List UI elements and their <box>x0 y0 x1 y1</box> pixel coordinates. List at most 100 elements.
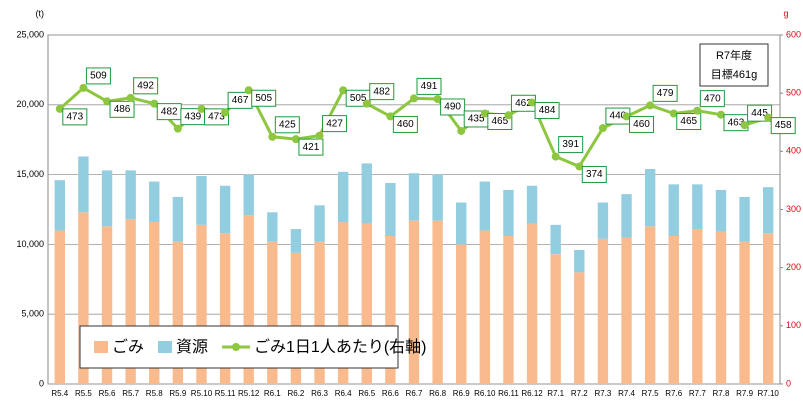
x-tick-label: R5.8 <box>146 389 163 398</box>
bar <box>503 189 514 237</box>
x-tick-label: R6.3 <box>311 389 328 398</box>
y2-tick-label: 600 <box>786 29 801 39</box>
data-label-box <box>652 84 678 102</box>
line-point <box>55 104 64 113</box>
data-label: 482 <box>369 83 395 101</box>
y2-tick-label: 400 <box>786 146 801 156</box>
bar <box>290 229 302 253</box>
bar <box>432 174 443 221</box>
data-label: 463 <box>728 117 745 128</box>
data-label-box <box>109 100 135 118</box>
bar <box>692 229 703 384</box>
data-label: 505 <box>255 93 272 104</box>
data-label: 460 <box>392 115 418 133</box>
x-tick-label: R5.6 <box>99 389 116 398</box>
data-label: 484 <box>539 105 556 116</box>
bar <box>54 180 66 231</box>
line-point <box>103 97 112 106</box>
data-label-box <box>251 89 277 107</box>
data-label: 465 <box>676 113 702 131</box>
y-tick-label: 20,000 <box>16 99 44 109</box>
bar <box>243 215 254 384</box>
data-label-box <box>534 101 560 119</box>
line-point <box>221 108 230 117</box>
y-tick-label: 25,000 <box>16 29 44 39</box>
data-label: 482 <box>373 86 390 97</box>
annotation: R7年度 <box>716 48 752 62</box>
x-tick-label: R6.6 <box>382 389 399 398</box>
line-point <box>79 83 88 92</box>
legend-label: 資源 <box>176 338 208 356</box>
bar <box>668 184 679 237</box>
line-point <box>551 152 560 161</box>
y-tick-label: 15,000 <box>16 169 44 179</box>
data-label: 460 <box>629 115 655 133</box>
bar <box>574 249 585 273</box>
annotation: 目標461g <box>711 67 757 81</box>
bar <box>337 171 349 223</box>
bar <box>479 230 491 384</box>
x-tick-label: R7.7 <box>689 389 706 398</box>
data-label: 460 <box>397 119 414 130</box>
line-point <box>291 135 300 144</box>
bar <box>762 233 774 384</box>
data-label-box <box>274 116 300 134</box>
bar <box>692 184 703 230</box>
y2-tick-label: 0 <box>786 378 791 388</box>
x-tick-label: R5.4 <box>51 389 68 398</box>
data-label: 473 <box>208 112 225 123</box>
data-label: 462 <box>510 94 536 112</box>
line-point <box>575 162 584 171</box>
bar <box>172 241 184 384</box>
data-label: 479 <box>657 88 674 99</box>
y-tick-label: 5,000 <box>21 309 44 319</box>
line-point <box>764 113 773 122</box>
bar <box>267 241 278 384</box>
x-tick-label: R6.7 <box>406 389 423 398</box>
line-point <box>669 109 678 118</box>
bar <box>267 212 278 242</box>
data-label: 391 <box>558 136 584 154</box>
data-label: 490 <box>440 98 466 116</box>
y-unit: (t) <box>36 8 45 18</box>
bar <box>479 181 491 231</box>
data-label-box <box>416 77 442 95</box>
line-point <box>528 98 537 107</box>
data-label: 374 <box>581 165 607 183</box>
bar <box>503 236 514 384</box>
bar <box>621 237 632 384</box>
x-tick-label: R6.12 <box>521 389 543 398</box>
data-label: 486 <box>114 104 131 115</box>
data-label: 374 <box>586 169 603 180</box>
data-label: 491 <box>416 77 442 95</box>
line-point <box>646 101 655 110</box>
bar <box>361 163 372 224</box>
line-point <box>410 94 418 103</box>
data-label-box <box>770 117 796 135</box>
bar <box>243 174 254 216</box>
x-tick-label: R6.10 <box>474 389 496 398</box>
line-point <box>244 86 253 95</box>
bar <box>715 231 727 384</box>
x-tick-label: R6.1 <box>264 389 281 398</box>
data-label: 490 <box>444 102 461 113</box>
line-point <box>740 121 749 130</box>
bar <box>149 222 160 384</box>
data-label-box <box>62 108 88 126</box>
data-label: 470 <box>704 93 721 104</box>
bar <box>78 212 89 384</box>
x-tick-label: R7.3 <box>594 389 611 398</box>
data-label: 467 <box>232 95 249 106</box>
data-label-box <box>392 115 418 133</box>
data-label-box <box>322 115 348 133</box>
data-label: 427 <box>326 118 343 129</box>
bar <box>526 185 538 224</box>
bar <box>101 170 113 227</box>
x-tick-label: R5.7 <box>122 389 139 398</box>
bar <box>361 223 372 384</box>
y-tick-label: 10,000 <box>16 239 44 249</box>
data-label: 509 <box>90 71 107 82</box>
bar <box>668 236 679 384</box>
bar <box>337 222 349 384</box>
